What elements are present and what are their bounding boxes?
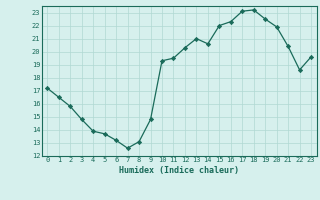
X-axis label: Humidex (Indice chaleur): Humidex (Indice chaleur)	[119, 166, 239, 175]
